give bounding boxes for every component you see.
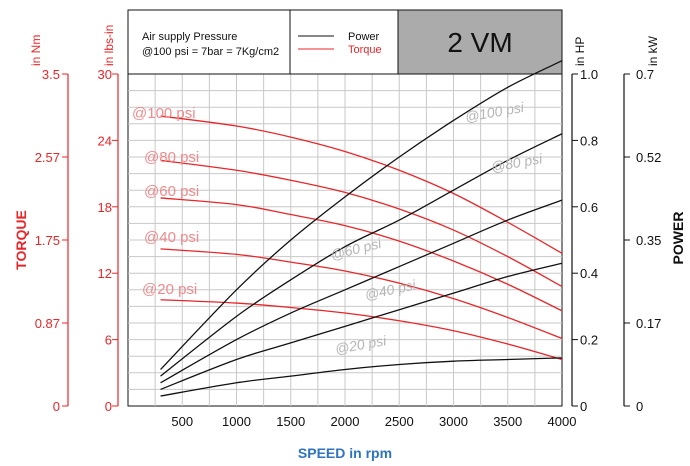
torque-axis-title: TORQUE: [13, 210, 29, 270]
tick-label-kw: 0.17: [636, 316, 661, 331]
torque-curves: [160, 115, 563, 361]
tick-label-lbsin: 24: [98, 133, 112, 148]
legend-frame: [127, 9, 399, 75]
tick-label-kw: 0.7: [636, 67, 654, 82]
tick-label-nm: 0: [53, 399, 60, 414]
tick-label-lbsin: 0: [105, 399, 112, 414]
torque-line: [160, 299, 563, 361]
tick-label-x: 2500: [385, 414, 414, 429]
grid: [128, 74, 562, 406]
torque-curve-label: @80 psi: [144, 149, 199, 166]
tick-label-lbsin: 6: [105, 333, 112, 348]
tick-label-x: 4000: [548, 414, 577, 429]
tick-label-x: 1500: [276, 414, 305, 429]
tick-label-nm: 2.57: [35, 150, 60, 165]
tick-label-hp: 0.4: [580, 266, 598, 281]
tick-label-kw: 0.52: [636, 150, 661, 165]
torque-line: [160, 248, 563, 340]
tick-label-hp: 1.0: [580, 67, 598, 82]
tick-label-hp: 0.6: [580, 200, 598, 215]
tick-label-x: 2000: [331, 414, 360, 429]
power-line: [160, 357, 563, 397]
power-line: [160, 133, 563, 377]
tick-label-x: 1000: [222, 414, 251, 429]
tick-label-hp: 0.2: [580, 333, 598, 348]
tick-label-x: 3500: [493, 414, 522, 429]
tick-label-lbsin: 30: [98, 67, 112, 82]
pressure-note-line2: @100 psi = 7bar = 7Kg/cm2: [142, 46, 279, 58]
power-axis-title: POWER: [670, 212, 686, 265]
tick-label-nm: 3.5: [42, 67, 60, 82]
torque-curve-label: @20 psi: [142, 281, 197, 298]
torque-curve-label: @40 psi: [144, 229, 199, 246]
torque-line: [160, 159, 563, 288]
torque-curve-label: @100 psi: [132, 105, 196, 122]
tick-label-kw: 0: [636, 399, 643, 414]
torque-line: [160, 197, 563, 312]
tick-label-nm: 0.87: [35, 316, 60, 331]
torque-curve-label: @60 psi: [144, 183, 199, 200]
unit-lbsin-label: in lbs-in: [102, 25, 116, 66]
x-axis-title: SPEED in rpm: [298, 445, 392, 461]
tick-label-nm: 1.75: [35, 233, 60, 248]
tick-label-hp: 0.8: [580, 133, 598, 148]
power-line: [160, 262, 563, 391]
unit-kw-label: in kW: [646, 35, 660, 66]
tick-label-hp: 0: [580, 399, 587, 414]
chart-title: 2 VM: [447, 27, 512, 58]
tick-label-x: 3000: [439, 414, 468, 429]
unit-nm-label: in Nm: [29, 35, 43, 66]
tick-label-x: 500: [171, 414, 193, 429]
tick-label-lbsin: 12: [98, 266, 112, 281]
unit-hp-label: in HP: [573, 37, 587, 66]
tick-labels: 0 0.87 1.75 2.57 3.5 0 6 12 18 24 30 0 0.2 0.4 0.6 0.8 1…: [35, 67, 662, 429]
legend-torque-label: Torque: [348, 44, 382, 56]
torque-line: [160, 115, 563, 254]
power-curves: [160, 60, 563, 397]
tick-label-lbsin: 18: [98, 200, 112, 215]
pressure-note-line1: Air supply Pressure: [142, 31, 237, 43]
tick-label-kw: 0.35: [636, 233, 661, 248]
model-title-box: [397, 9, 563, 75]
legend-box: Air supply Pressure @100 psi = 7bar = 7K…: [127, 9, 563, 75]
power-line: [160, 60, 563, 370]
legend-power-label: Power: [348, 31, 380, 43]
power-line: [160, 199, 563, 384]
